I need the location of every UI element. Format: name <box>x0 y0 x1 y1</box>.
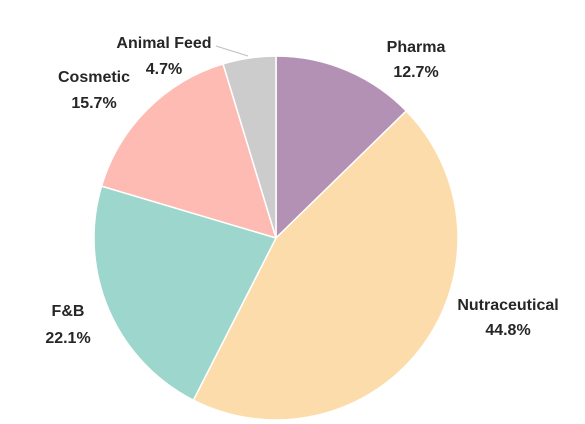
slice-label-f-b: F&B <box>52 303 85 320</box>
slice-value-f-b: 22.1% <box>45 330 90 347</box>
leader-lines-layer <box>215 45 249 57</box>
pie-slice-pharma <box>275 55 408 239</box>
pie-slice-nutraceutical <box>192 110 459 421</box>
slice-value-pharma: 12.7% <box>393 64 438 81</box>
leader-line-animal-feed <box>215 45 249 57</box>
slice-value-nutraceutical: 44.8% <box>485 322 530 339</box>
slice-label-nutraceutical: Nutraceutical <box>457 297 558 314</box>
slice-value-cosmetic: 15.7% <box>71 95 116 112</box>
pie-slice-cosmetic <box>100 63 277 239</box>
labels-layer: Pharma 12.7% Nutraceutical 44.8% F&B 22.1% Cos… <box>45 35 558 347</box>
slice-value-animal-feed: 4.7% <box>146 61 182 78</box>
slices-layer <box>93 55 459 421</box>
slice-label-cosmetic: Cosmetic <box>58 69 130 86</box>
pie-slice-f-b <box>93 185 277 401</box>
slice-label-pharma: Pharma <box>387 39 446 56</box>
pie-slice-animal-feed <box>222 55 277 239</box>
slice-label-animal-feed: Animal Feed <box>116 35 211 52</box>
